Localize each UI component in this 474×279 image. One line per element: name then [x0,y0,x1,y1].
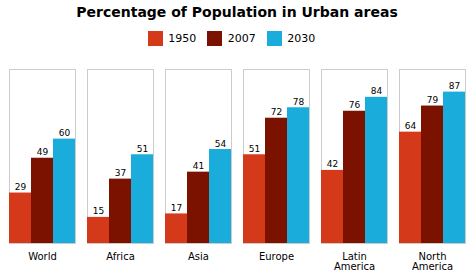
svg-text:Asia: Asia [188,251,209,262]
svg-text:64: 64 [405,121,417,131]
svg-text:41: 41 [193,161,204,171]
svg-text:84: 84 [371,86,383,96]
html-text:2007: 2007 [227,32,256,45]
svg-text:29: 29 [15,182,27,192]
svg-text:49: 49 [37,147,49,157]
svg-text:54: 54 [215,139,227,149]
svg-text:LatinAmerica: LatinAmerica [334,251,375,272]
svg-text:72: 72 [271,107,282,117]
svg-text:World: World [28,251,57,262]
svg-text:37: 37 [115,168,126,178]
svg-text:15: 15 [93,206,104,216]
svg-text:79: 79 [427,95,439,105]
svg-text:51: 51 [249,144,260,154]
svg-text:Africa: Africa [106,251,135,262]
svg-text:76: 76 [349,100,361,110]
svg-text:42: 42 [327,159,338,169]
svg-text:87: 87 [449,81,460,91]
svg-text:17: 17 [171,203,182,213]
html-text:2030: 2030 [287,32,316,45]
html-text:1950: 1950 [168,32,197,45]
svg-text:NorthAmerica: NorthAmerica [412,251,453,272]
svg-text:78: 78 [293,97,305,107]
svg-text:51: 51 [137,144,148,154]
svg-text:Europe: Europe [259,251,294,262]
svg-text:60: 60 [59,128,71,138]
html-text:Percentage of Population in Ur: Percentage of Population in Urban areas [76,4,398,20]
